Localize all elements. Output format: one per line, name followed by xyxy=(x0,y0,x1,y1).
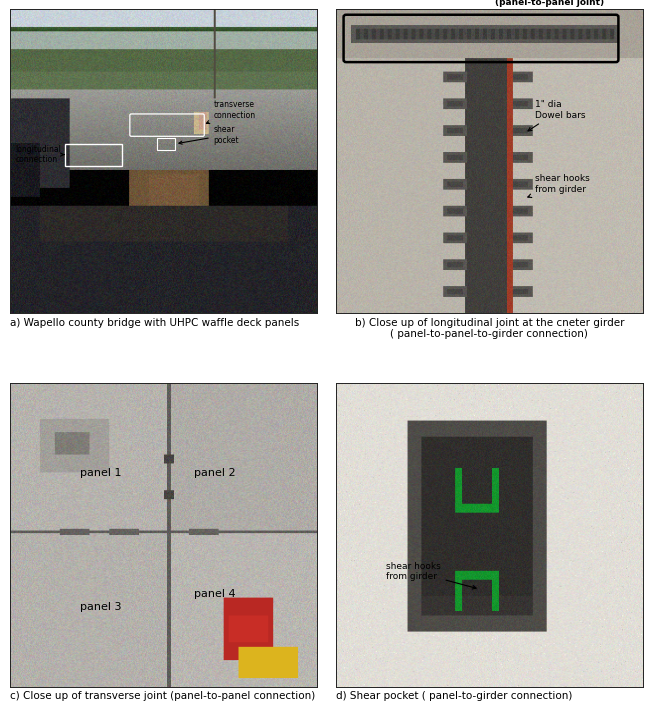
Text: panel 3: panel 3 xyxy=(80,602,121,612)
Text: 1" dia
Dowel bars: 1" dia Dowel bars xyxy=(528,100,585,131)
Text: Transverse joint
(panel-to-panel joint): Transverse joint (panel-to-panel joint) xyxy=(495,0,604,7)
Bar xyxy=(65,144,122,167)
Text: panel 2: panel 2 xyxy=(194,468,236,478)
Text: c) Close up of transverse joint (panel-to-panel connection): c) Close up of transverse joint (panel-t… xyxy=(10,691,315,702)
Bar xyxy=(157,138,175,150)
Text: shear hooks
from girder: shear hooks from girder xyxy=(528,174,589,198)
Text: panel 4: panel 4 xyxy=(194,589,236,598)
Text: longitudinal
connection: longitudinal connection xyxy=(15,145,64,164)
Text: transverse
connection: transverse connection xyxy=(206,100,256,123)
Text: b) Close up of longitudinal joint at the cneter girder
( panel-to-panel-to-girde: b) Close up of longitudinal joint at the… xyxy=(355,317,624,339)
Text: a) Wapello county bridge with UHPC waffle deck panels: a) Wapello county bridge with UHPC waffl… xyxy=(10,317,299,327)
Text: d) Shear pocket ( panel-to-girder connection): d) Shear pocket ( panel-to-girder connec… xyxy=(336,691,572,702)
Text: shear hooks
from girder: shear hooks from girder xyxy=(386,562,476,589)
Text: panel 1: panel 1 xyxy=(80,468,121,478)
Text: shear
pocket: shear pocket xyxy=(179,125,239,145)
